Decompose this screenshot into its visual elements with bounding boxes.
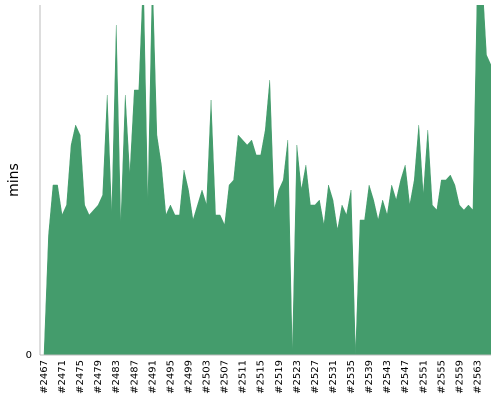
x-tick-label: #2551 bbox=[418, 360, 429, 394]
x-tick-label: #2535 bbox=[346, 360, 357, 394]
x-tick-label: #2475 bbox=[75, 360, 86, 394]
x-tick-label: #2483 bbox=[111, 360, 122, 394]
x-tick-label: #2555 bbox=[436, 360, 447, 394]
y-tick-label: 0 bbox=[26, 350, 32, 361]
x-tick-label: #2543 bbox=[382, 360, 393, 394]
x-tick-label: #2527 bbox=[310, 360, 321, 394]
x-tick-label: #2559 bbox=[454, 360, 465, 394]
x-tick-label: #2495 bbox=[165, 360, 176, 394]
x-tick-label: #2507 bbox=[220, 360, 231, 394]
x-tick-label: #2563 bbox=[472, 360, 483, 394]
x-tick-label: #2503 bbox=[202, 360, 213, 394]
x-tick-label: #2471 bbox=[57, 360, 68, 394]
area bbox=[43, 5, 491, 356]
x-tick-label: #2479 bbox=[93, 360, 104, 394]
x-tick-label: #2539 bbox=[364, 360, 375, 394]
x-tick-label: #2487 bbox=[129, 360, 140, 394]
x-tick-label: #2519 bbox=[274, 360, 285, 394]
x-tick-label: #2467 bbox=[39, 360, 50, 394]
x-tick-label: #2515 bbox=[256, 360, 267, 394]
x-tick-label: #2499 bbox=[183, 360, 194, 394]
x-tick-label: #2511 bbox=[238, 360, 249, 394]
x-tick-label: #2523 bbox=[292, 360, 303, 394]
x-tick-label: #2491 bbox=[147, 360, 158, 394]
plot-area bbox=[43, 5, 491, 356]
y-axis-label: mins bbox=[6, 163, 22, 197]
x-tick-label: #2531 bbox=[328, 360, 339, 394]
x-tick-label: #2547 bbox=[400, 360, 411, 394]
